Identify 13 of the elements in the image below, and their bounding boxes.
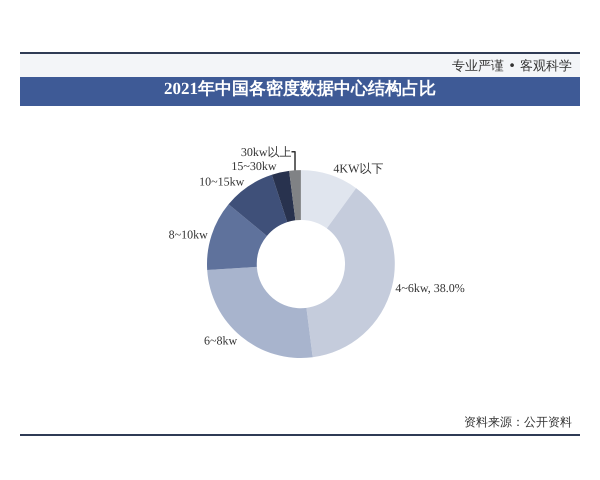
slice-label: 15~30kw (231, 158, 277, 173)
donut-slice (289, 170, 301, 220)
text: 专业严谨 • 客观科学 (452, 58, 572, 75)
slice-label: 4~6kw, 38.0% (395, 280, 465, 295)
slice-label: 30kw以上 (240, 144, 292, 159)
slice-label: 8~10kw (168, 227, 208, 242)
slice-label: 10~15kw (199, 174, 245, 189)
donut-slice (207, 204, 267, 270)
slice-label: 4KW以下 (333, 161, 384, 176)
text: 资料来源：公开资料 (464, 414, 572, 431)
donut-slice (306, 188, 395, 358)
donut-slice (272, 170, 296, 222)
slice-label: 6~8kw (204, 334, 238, 348)
